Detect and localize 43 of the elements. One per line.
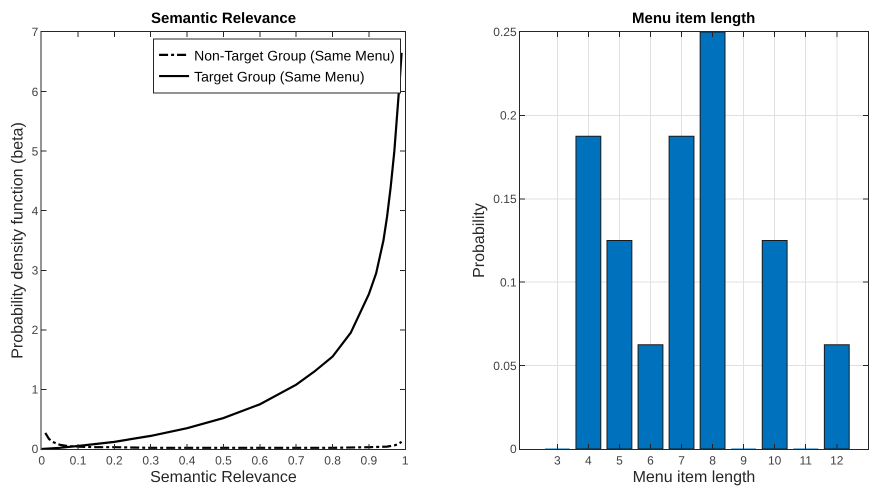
x-tick-label: 9 [740,453,748,468]
x-tick-label: 0.5 [215,453,232,468]
x-axis-title: Semantic Relevance [150,469,297,486]
legend-label: Non-Target Group (Same Menu) [194,47,395,64]
line-series [42,52,403,449]
y-tick-label: 0.05 [493,358,517,373]
x-tick-label: 0.2 [106,453,124,468]
y-tick-label: 3 [32,263,39,278]
y-tick-label: 0.15 [493,192,517,206]
y-tick-label: 7 [32,25,39,40]
y-tick-label: 0.25 [493,25,517,40]
y-tick-label: 1 [32,382,39,397]
y-tick-label: 2 [32,323,39,338]
x-tick-label: 7 [678,453,686,468]
x-tick-label: 0.4 [178,453,196,468]
x-tick-label: 1 [402,453,409,468]
x-tick-label: 6 [647,453,654,468]
x-tick-label: 0.7 [288,453,305,468]
x-tick-label: 0.9 [360,453,378,468]
x-tick-label: 12 [830,453,844,468]
x-tick-label: 0.6 [251,453,268,468]
x-tick-label: 8 [709,453,716,468]
x-tick-label: 11 [800,453,812,468]
y-tick-label: 6 [32,84,39,99]
y-tick-label: 5 [32,144,39,158]
y-axis-title: Probability density function (beta) [9,122,26,359]
y-tick-label: 0.2 [500,108,517,123]
x-tick-label: 5 [616,453,624,468]
x-tick-label: 0.8 [324,453,342,468]
y-axis-title: Probability [471,203,488,278]
y-tick-label: 4 [32,204,39,218]
chart-title: Menu item length [632,10,756,27]
y-tick-label: 0 [510,442,517,456]
y-tick-label: 0.1 [500,275,517,290]
legend-label: Target Group (Same Menu) [194,68,364,85]
y-tick-label: 0 [32,442,39,456]
x-tick-label: 0.3 [142,453,160,468]
x-tick-label: 10 [768,453,782,468]
x-axis-title: Menu item length [632,469,756,486]
x-tick-label: 4 [585,453,592,468]
x-tick-label: 3 [554,453,561,468]
chart-title: Semantic Relevance [151,10,296,27]
x-tick-label: 0.1 [70,453,87,468]
